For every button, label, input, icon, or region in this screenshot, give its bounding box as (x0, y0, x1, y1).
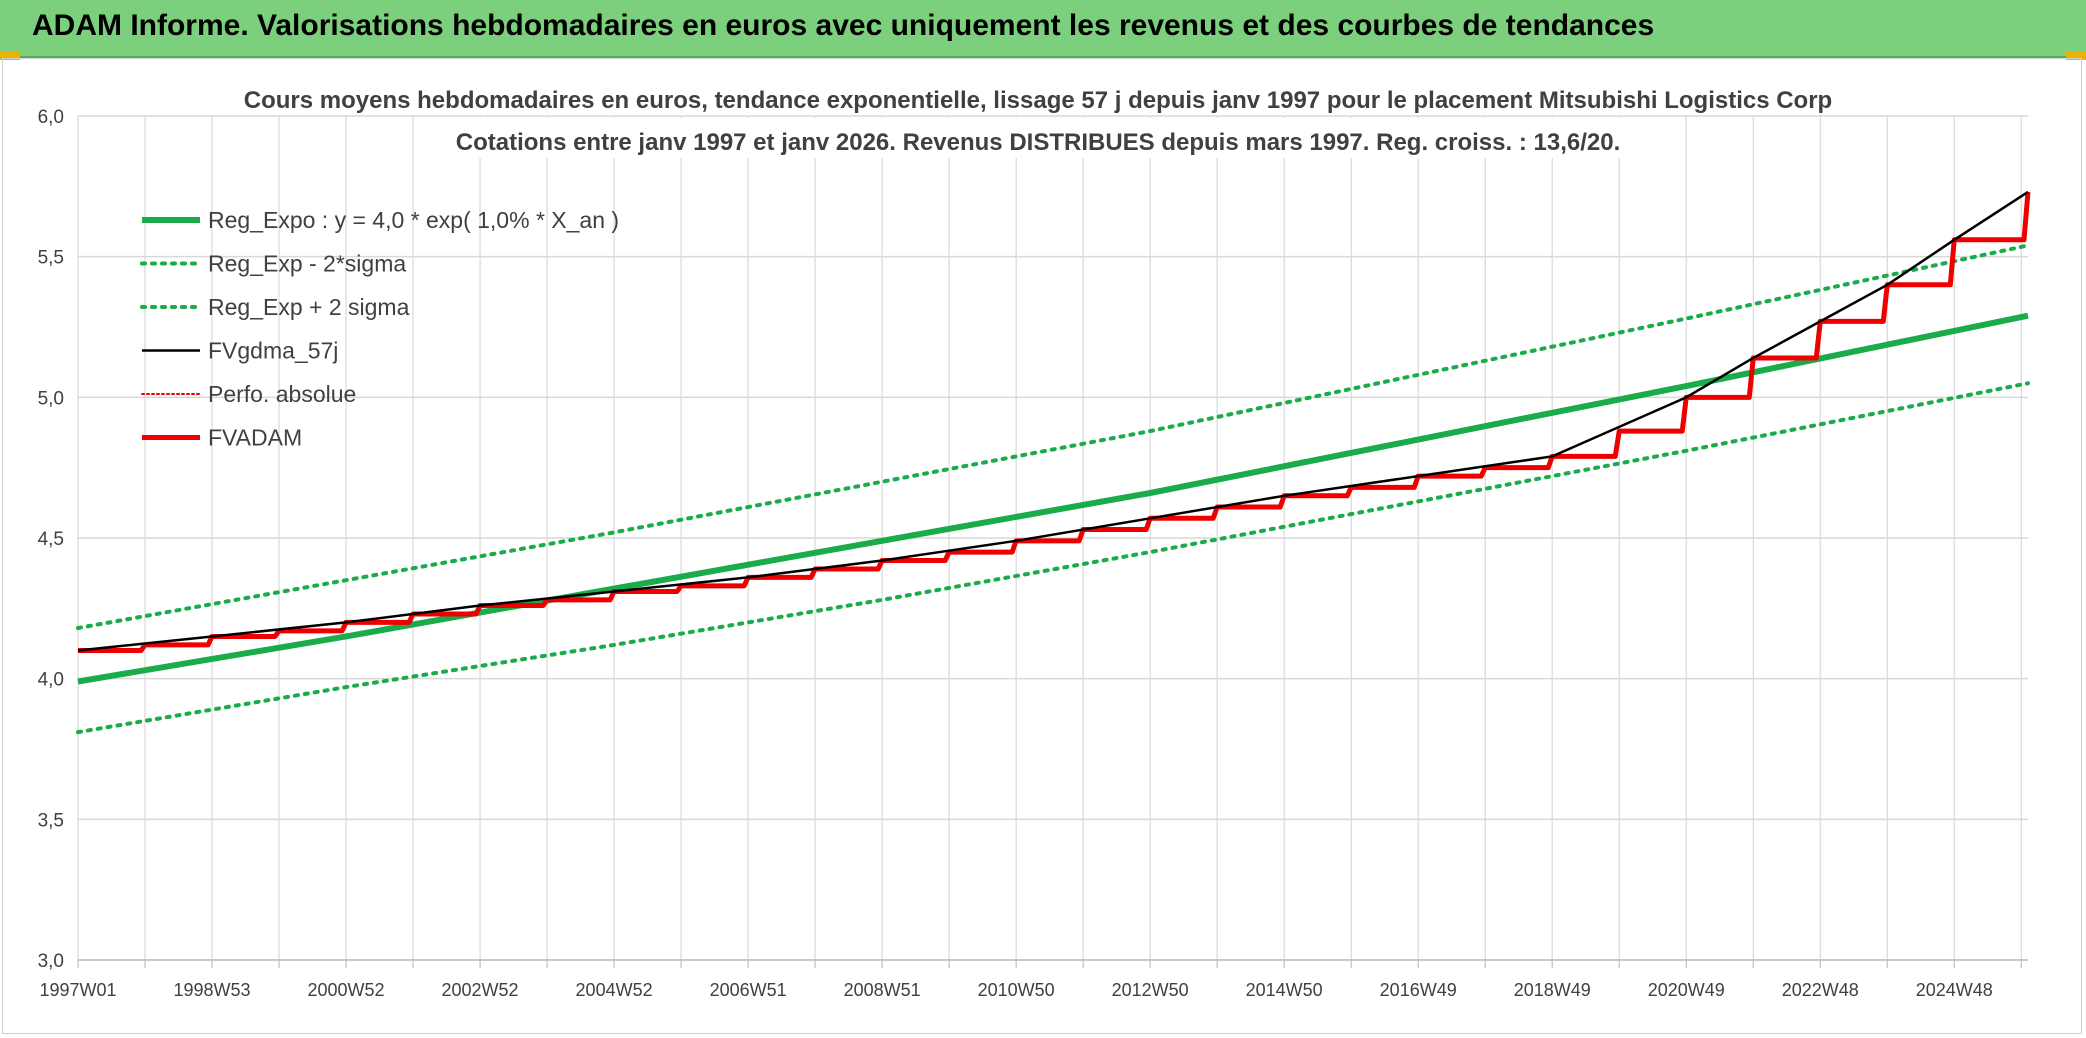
y-tick-label: 3,5 (38, 810, 64, 831)
x-tick-label: 2022W48 (1782, 980, 1859, 1000)
report-banner: ADAM Informe. Valorisations hebdomadaire… (0, 0, 2086, 58)
x-tick-label: 2020W49 (1648, 980, 1725, 1000)
x-tick-label: 2024W48 (1916, 980, 1993, 1000)
corner-mark-left (0, 52, 20, 60)
legend-entry: Reg_Expo : y = 4,0 * exp( 1,0% * X_an ) (208, 207, 619, 233)
title-bg-2 (460, 118, 1630, 158)
x-tick-label: 2012W50 (1112, 980, 1189, 1000)
x-tick-label: 2008W51 (844, 980, 921, 1000)
chart-title: Cours moyens hebdomadaires en euros, ten… (244, 74, 1832, 158)
series-line-2 (76, 243, 2030, 631)
x-tick-label: 2000W52 (308, 980, 385, 1000)
x-tick-label: 1998W53 (173, 980, 250, 1000)
corner-mark-right (2066, 52, 2086, 60)
series-line-1 (76, 381, 2030, 735)
legend-entry: Reg_Exp + 2 sigma (208, 294, 410, 320)
chart-title-line-2: Cotations entre janv 1997 et janv 2026. … (456, 129, 1621, 156)
x-tick-label: 2018W49 (1514, 980, 1591, 1000)
y-tick-label: 5,5 (38, 248, 64, 269)
title-bg-1 (258, 74, 1818, 114)
x-tick-label: 2004W52 (576, 980, 653, 1000)
y-tick-label: 4,5 (38, 529, 64, 550)
legend-entry: FVgdma_57j (208, 338, 338, 364)
legend-entry: Reg_Exp - 2*sigma (208, 251, 406, 277)
series-line-0 (77, 312, 2029, 685)
series-line-3 (77, 190, 2029, 652)
x-tick-label: 2014W50 (1246, 980, 1323, 1000)
report-title: ADAM Informe. Valorisations hebdomadaire… (32, 9, 1655, 42)
axes: 3,0 3,5 4,0 4,5 5,0 5,5 6,0 1997W01 1998W53 2000W… (38, 107, 2028, 1000)
x-tick-label: 2002W52 (442, 980, 519, 1000)
x-tick-label: 2010W50 (978, 980, 1055, 1000)
legend-entry: FVADAM (208, 425, 302, 451)
series-layer (76, 190, 2031, 735)
line-chart: 3,0 3,5 4,0 4,5 5,0 5,5 6,0 1997W01 1998W53 2000W… (38, 74, 2031, 1000)
y-tick-label: 5,0 (38, 388, 64, 409)
grid (77, 115, 2028, 961)
legend-entry: Perfo. absolue (208, 381, 356, 407)
y-tick-label: 6,0 (38, 107, 64, 128)
x-tick-label: 2006W51 (710, 980, 787, 1000)
chart-title-line-1: Cours moyens hebdomadaires en euros, ten… (244, 87, 1832, 114)
x-tick-label: 2016W49 (1380, 980, 1457, 1000)
series-line-5 (78, 191, 2031, 654)
y-tick-label: 4,0 (38, 670, 64, 691)
y-tick-label: 3,0 (38, 951, 64, 972)
legend: Reg_Expo : y = 4,0 * exp( 1,0% * X_an ) R… (140, 207, 619, 451)
x-tick-label: 1997W01 (39, 980, 116, 1000)
